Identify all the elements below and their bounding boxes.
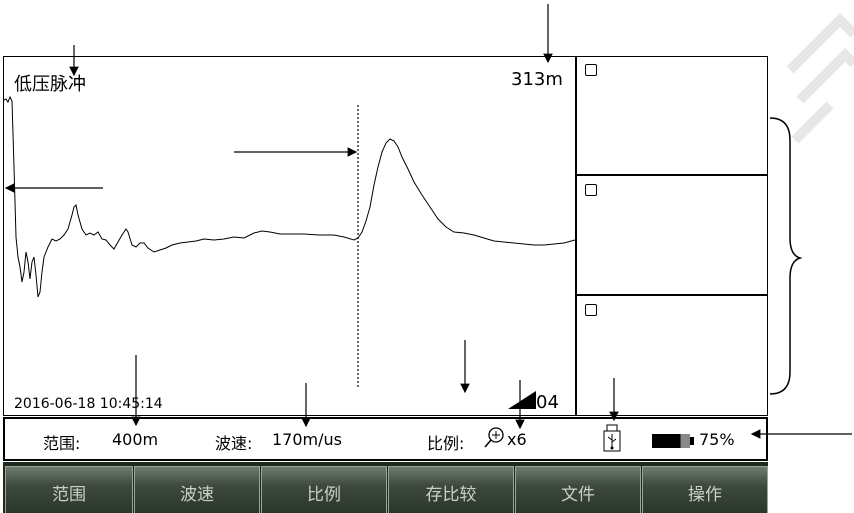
softkey-save-compare[interactable]: 存比较 xyxy=(388,466,514,513)
scale-label: 比例: xyxy=(427,434,465,453)
speed-value: 170m/us xyxy=(272,430,342,449)
softkey-operate[interactable]: 操作 xyxy=(642,466,768,513)
checkbox-icon[interactable] xyxy=(585,64,597,76)
battery-icon xyxy=(652,433,696,452)
battery-percent: 75% xyxy=(699,430,735,449)
waveform-slot-3[interactable] xyxy=(577,296,768,414)
softkey-file[interactable]: 文件 xyxy=(515,466,641,513)
cursor-index: 04 xyxy=(536,392,559,413)
speed-label: 波速: xyxy=(215,434,253,453)
zoom-in-icon xyxy=(483,425,505,453)
waveform-panel[interactable]: 低压脉冲 313m 2016-06-18 10:45:14 04 xyxy=(3,57,576,416)
mode-label: 低压脉冲 xyxy=(14,74,86,95)
checkbox-icon[interactable] xyxy=(585,304,597,316)
waveform-trace xyxy=(3,95,576,298)
softkey-speed[interactable]: 波速 xyxy=(134,466,260,513)
checkbox-icon[interactable] xyxy=(585,184,597,196)
right-brace xyxy=(769,117,803,395)
range-label: 范围: xyxy=(43,434,81,453)
waveform-slot-2[interactable] xyxy=(577,176,768,296)
scope-screen xyxy=(3,56,768,416)
waveform-slot-1[interactable] xyxy=(577,56,768,176)
softkey-range[interactable]: 范围 xyxy=(5,466,133,513)
status-bar: 范围: 400m 波速: 170m/us 比例: x6 75% xyxy=(3,417,768,461)
waveform-slot-panel xyxy=(575,56,768,416)
timestamp: 2016-06-18 10:45:14 xyxy=(14,396,163,412)
softkey-bar: 范围 波速 比例 存比较 文件 操作 xyxy=(3,462,768,513)
distance-readout: 313m xyxy=(511,69,563,90)
scale-value: x6 xyxy=(507,430,527,449)
softkey-scale[interactable]: 比例 xyxy=(261,466,387,513)
waveform-plot[interactable] xyxy=(3,57,576,416)
watermark-logo xyxy=(786,12,854,144)
usb-icon xyxy=(602,423,624,457)
range-value: 400m xyxy=(112,430,159,449)
signal-strength-icon xyxy=(508,391,536,409)
